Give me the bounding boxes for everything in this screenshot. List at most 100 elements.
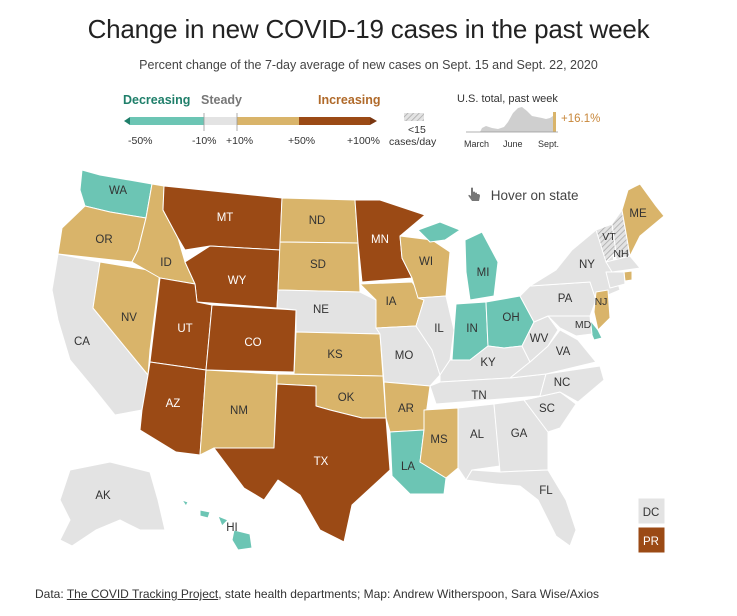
source-note: Data: The COVID Tracking Project, state … <box>35 587 599 601</box>
label-FL: FL <box>539 485 553 497</box>
label-MT: MT <box>217 212 234 224</box>
label-MO: MO <box>395 350 414 362</box>
label-AL: AL <box>470 429 485 441</box>
state-MI[interactable] <box>417 221 499 301</box>
label-MI: MI <box>477 267 490 279</box>
legend-tick-plus10: +10% <box>226 135 254 147</box>
source-link[interactable]: The COVID Tracking Project <box>66 587 219 601</box>
source-prefix: Data: <box>35 587 67 601</box>
legend-under15-cases-label: cases/day <box>389 136 437 148</box>
label-MN: MN <box>371 234 389 246</box>
state-AL[interactable] <box>457 403 501 481</box>
label-OH: OH <box>502 312 519 324</box>
label-IL: IL <box>434 323 444 335</box>
label-AR: AR <box>398 403 414 415</box>
legend-seg-increasing <box>237 117 299 125</box>
legend-under15-swatch <box>404 113 424 121</box>
label-ID: ID <box>160 257 172 269</box>
label-TX: TX <box>314 456 329 468</box>
state-labels: WA OR CA NV ID MT WY UT CO AZ NM ND SD N… <box>74 185 659 548</box>
state-GA[interactable] <box>493 399 549 473</box>
label-VT: VT <box>602 231 616 243</box>
legend-increasing-label: Increasing <box>318 93 381 107</box>
pointer-hand-icon <box>467 187 483 206</box>
state-MA[interactable] <box>605 255 641 273</box>
label-UT: UT <box>177 323 192 335</box>
label-NJ: NJ <box>595 296 608 308</box>
legend-decreasing-label: Decreasing <box>123 93 191 107</box>
legend-arrow-left <box>124 117 130 125</box>
label-WI: WI <box>419 256 433 268</box>
legend-under15-label: <15 <box>408 124 426 136</box>
label-LA: LA <box>401 461 415 473</box>
hover-hint-text: Hover on state <box>490 188 579 204</box>
label-SD: SD <box>310 259 326 271</box>
inset-area <box>480 107 553 132</box>
legend-seg-decreasing <box>130 117 204 125</box>
label-MS: MS <box>430 434 448 446</box>
state-NJ[interactable] <box>593 289 611 331</box>
label-PA: PA <box>558 293 573 305</box>
source-rest: , state health departments; Map: Andrew … <box>218 587 600 601</box>
label-CA: CA <box>74 336 90 348</box>
inset-value: +16.1% <box>561 113 601 125</box>
state-CT[interactable] <box>605 271 626 289</box>
label-DC: DC <box>643 507 660 519</box>
legend-tick-plus100: +100% <box>347 135 380 147</box>
state-ME[interactable] <box>621 183 665 257</box>
state-FL[interactable] <box>465 469 577 547</box>
states-layer <box>51 169 666 554</box>
inset-month-sept: Sept. <box>538 139 560 149</box>
label-AK: AK <box>95 490 111 502</box>
legend-arrow-right <box>370 117 377 125</box>
state-MD[interactable] <box>547 315 593 337</box>
inset-month-march: March <box>464 139 490 149</box>
inset-last-week <box>553 112 556 132</box>
label-NM: NM <box>230 405 248 417</box>
label-ME: ME <box>629 208 647 220</box>
label-HI: HI <box>226 522 238 534</box>
label-SC: SC <box>539 403 555 415</box>
legend-seg-steady <box>204 117 237 125</box>
label-IA: IA <box>386 296 397 308</box>
label-NY: NY <box>579 259 595 271</box>
label-IN: IN <box>466 323 478 335</box>
state-AK[interactable] <box>59 461 166 547</box>
label-AZ: AZ <box>166 398 181 410</box>
map-subtitle: Percent change of the 7-day average of n… <box>139 58 598 72</box>
label-VA: VA <box>556 346 571 358</box>
label-CO: CO <box>244 337 261 349</box>
label-NE: NE <box>313 304 329 316</box>
state-RI[interactable] <box>623 270 633 282</box>
label-KY: KY <box>480 357 496 369</box>
hover-hint: Hover on state <box>467 187 579 206</box>
inset-month-june: June <box>503 139 523 149</box>
legend-tick-plus50: +50% <box>288 135 316 147</box>
label-WY: WY <box>228 275 247 287</box>
label-WA: WA <box>109 185 127 197</box>
state-TX[interactable] <box>213 383 391 543</box>
label-NC: NC <box>554 377 571 389</box>
state-DC[interactable] <box>637 497 666 525</box>
map-title: Change in new COVID-19 cases in the past… <box>87 14 650 44</box>
state-HI[interactable] <box>181 499 253 551</box>
legend-bar <box>124 113 424 131</box>
state-NC[interactable] <box>523 365 605 403</box>
label-PR: PR <box>643 536 659 548</box>
label-TN: TN <box>471 390 486 402</box>
state-PR[interactable] <box>637 526 666 554</box>
label-NH: NH <box>613 248 628 260</box>
label-WV: WV <box>530 333 549 345</box>
inset-sparkline <box>466 107 558 133</box>
label-KS: KS <box>327 349 343 361</box>
label-GA: GA <box>511 428 528 440</box>
legend-seg-high <box>299 117 370 125</box>
label-NV: NV <box>121 312 137 324</box>
legend-tick-minus50: -50% <box>128 135 153 147</box>
legend-steady-label: Steady <box>201 93 242 107</box>
label-OK: OK <box>338 392 355 404</box>
label-MD: MD <box>575 319 592 331</box>
label-OR: OR <box>95 234 112 246</box>
label-ND: ND <box>309 215 326 227</box>
